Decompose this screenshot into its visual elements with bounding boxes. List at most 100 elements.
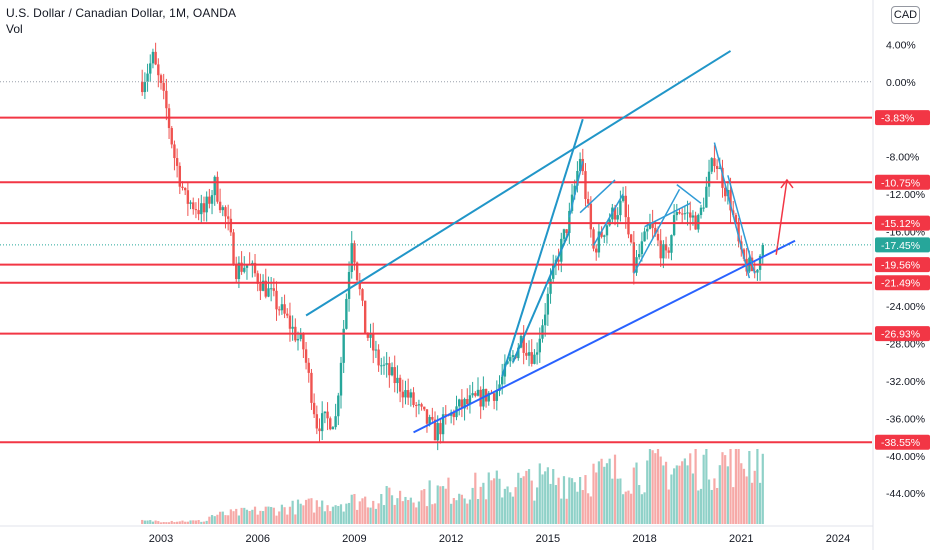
volume-bar [522, 476, 525, 524]
candle-body [533, 354, 536, 364]
volume-bar [170, 520, 173, 524]
candle-body [511, 355, 515, 358]
price-tick-label[interactable]: -24.00% [886, 301, 925, 313]
volume-bar [221, 511, 224, 524]
candle-body [707, 171, 711, 187]
volume-bar [294, 514, 297, 524]
volume-bar [686, 465, 689, 524]
volume-bar [638, 485, 641, 524]
volume-bar [570, 478, 574, 524]
volume-bar [750, 482, 754, 524]
volume-bar [742, 468, 746, 524]
volume-bar [296, 499, 300, 524]
candle-body [603, 235, 606, 237]
candle-body [401, 391, 404, 398]
volume-bar [202, 521, 206, 524]
candle-body [474, 393, 477, 396]
time-tick-label[interactable]: 2015 [536, 533, 560, 545]
volume-bar [224, 515, 227, 524]
volume-bar [651, 450, 654, 524]
volume-bar [167, 522, 171, 524]
price-tick-label[interactable]: -40.00% [886, 451, 925, 463]
volume-bar [248, 511, 251, 524]
volume-bar [428, 480, 431, 524]
volume-bar [256, 514, 259, 524]
volume-bar [439, 486, 442, 524]
symbol-title[interactable]: U.S. Dollar / Canadian Dollar, 1M, OANDA [6, 6, 237, 20]
price-tick-label[interactable]: -12.00% [886, 189, 925, 201]
volume-bar [753, 470, 756, 524]
volume-bar [691, 473, 695, 524]
candle-body [165, 90, 168, 109]
level-price-badge [875, 275, 930, 291]
time-tick-label[interactable]: 2018 [632, 533, 656, 545]
candle-body [535, 352, 539, 355]
candle-body [363, 300, 367, 334]
candle-body [232, 232, 235, 265]
volume-bar [554, 485, 558, 524]
candle-body [476, 389, 480, 396]
candle-body [358, 280, 362, 290]
candle-body [734, 214, 738, 224]
candle-body [404, 390, 407, 398]
candle-body [143, 81, 147, 93]
price-tick-label[interactable]: -36.00% [886, 413, 925, 425]
candle-body [302, 334, 305, 350]
volume-bar [737, 449, 740, 524]
price-tick-label[interactable]: 4.00% [886, 39, 916, 51]
volume-bar [304, 499, 308, 524]
volume-bar [315, 500, 318, 524]
candle-body [538, 338, 541, 353]
volume-bar [673, 468, 676, 524]
candle-body [670, 235, 673, 253]
volume-bar [232, 511, 235, 524]
time-tick-label[interactable]: 2009 [342, 533, 366, 545]
candle-body [584, 171, 587, 200]
price-tick-label[interactable]: -8.00% [886, 152, 919, 164]
candle-body [581, 158, 584, 172]
candle-body [178, 165, 182, 187]
volume-bar [613, 454, 617, 524]
candle-body [342, 328, 345, 363]
time-tick-label[interactable]: 2006 [245, 533, 269, 545]
time-tick-label[interactable]: 2021 [729, 533, 753, 545]
volume-bar [326, 505, 329, 524]
candle-body [208, 196, 211, 204]
price-tick-label[interactable]: -32.00% [886, 376, 925, 388]
candle-body [452, 412, 456, 418]
volume-bar [189, 520, 192, 524]
volume-bar [458, 493, 461, 524]
volume-bar [280, 504, 283, 524]
candle-body [439, 423, 442, 435]
candle-body [492, 393, 496, 401]
volume-bar [608, 458, 611, 524]
candle-body [525, 352, 528, 356]
candle-body [527, 352, 531, 356]
volume-bar [627, 490, 630, 524]
volume-bar [487, 472, 490, 524]
volume-bar [514, 487, 517, 524]
price-axis[interactable]: 4.00%0.00%-8.00%-12.00%-16.00%-24.00%-28… [872, 0, 930, 550]
volume-bar [463, 498, 466, 524]
volume-bar [482, 482, 485, 524]
volume-bar [401, 501, 404, 524]
volume-bar [407, 500, 410, 524]
candle-body [189, 202, 192, 204]
time-tick-label[interactable]: 2003 [149, 533, 173, 545]
time-tick-label[interactable]: 2012 [439, 533, 463, 545]
volume-bar [364, 496, 367, 524]
price-tick-label[interactable]: -28.00% [886, 339, 925, 351]
volume-legend-label[interactable]: Vol [6, 22, 23, 36]
time-tick-label[interactable]: 2024 [826, 533, 850, 545]
candle-body [261, 280, 265, 291]
price-tick-label[interactable]: -44.00% [886, 488, 925, 500]
price-tick-label[interactable]: 0.00% [886, 77, 916, 89]
volume-bar [675, 465, 678, 524]
volume-bar [549, 483, 552, 524]
time-axis[interactable]: 2003 2006 2009 2012 2015 2018 2021 2024 [0, 525, 873, 545]
forecast-arrow-head [780, 178, 794, 189]
currency-badge[interactable]: CAD [891, 6, 920, 24]
volume-bar [474, 472, 477, 524]
